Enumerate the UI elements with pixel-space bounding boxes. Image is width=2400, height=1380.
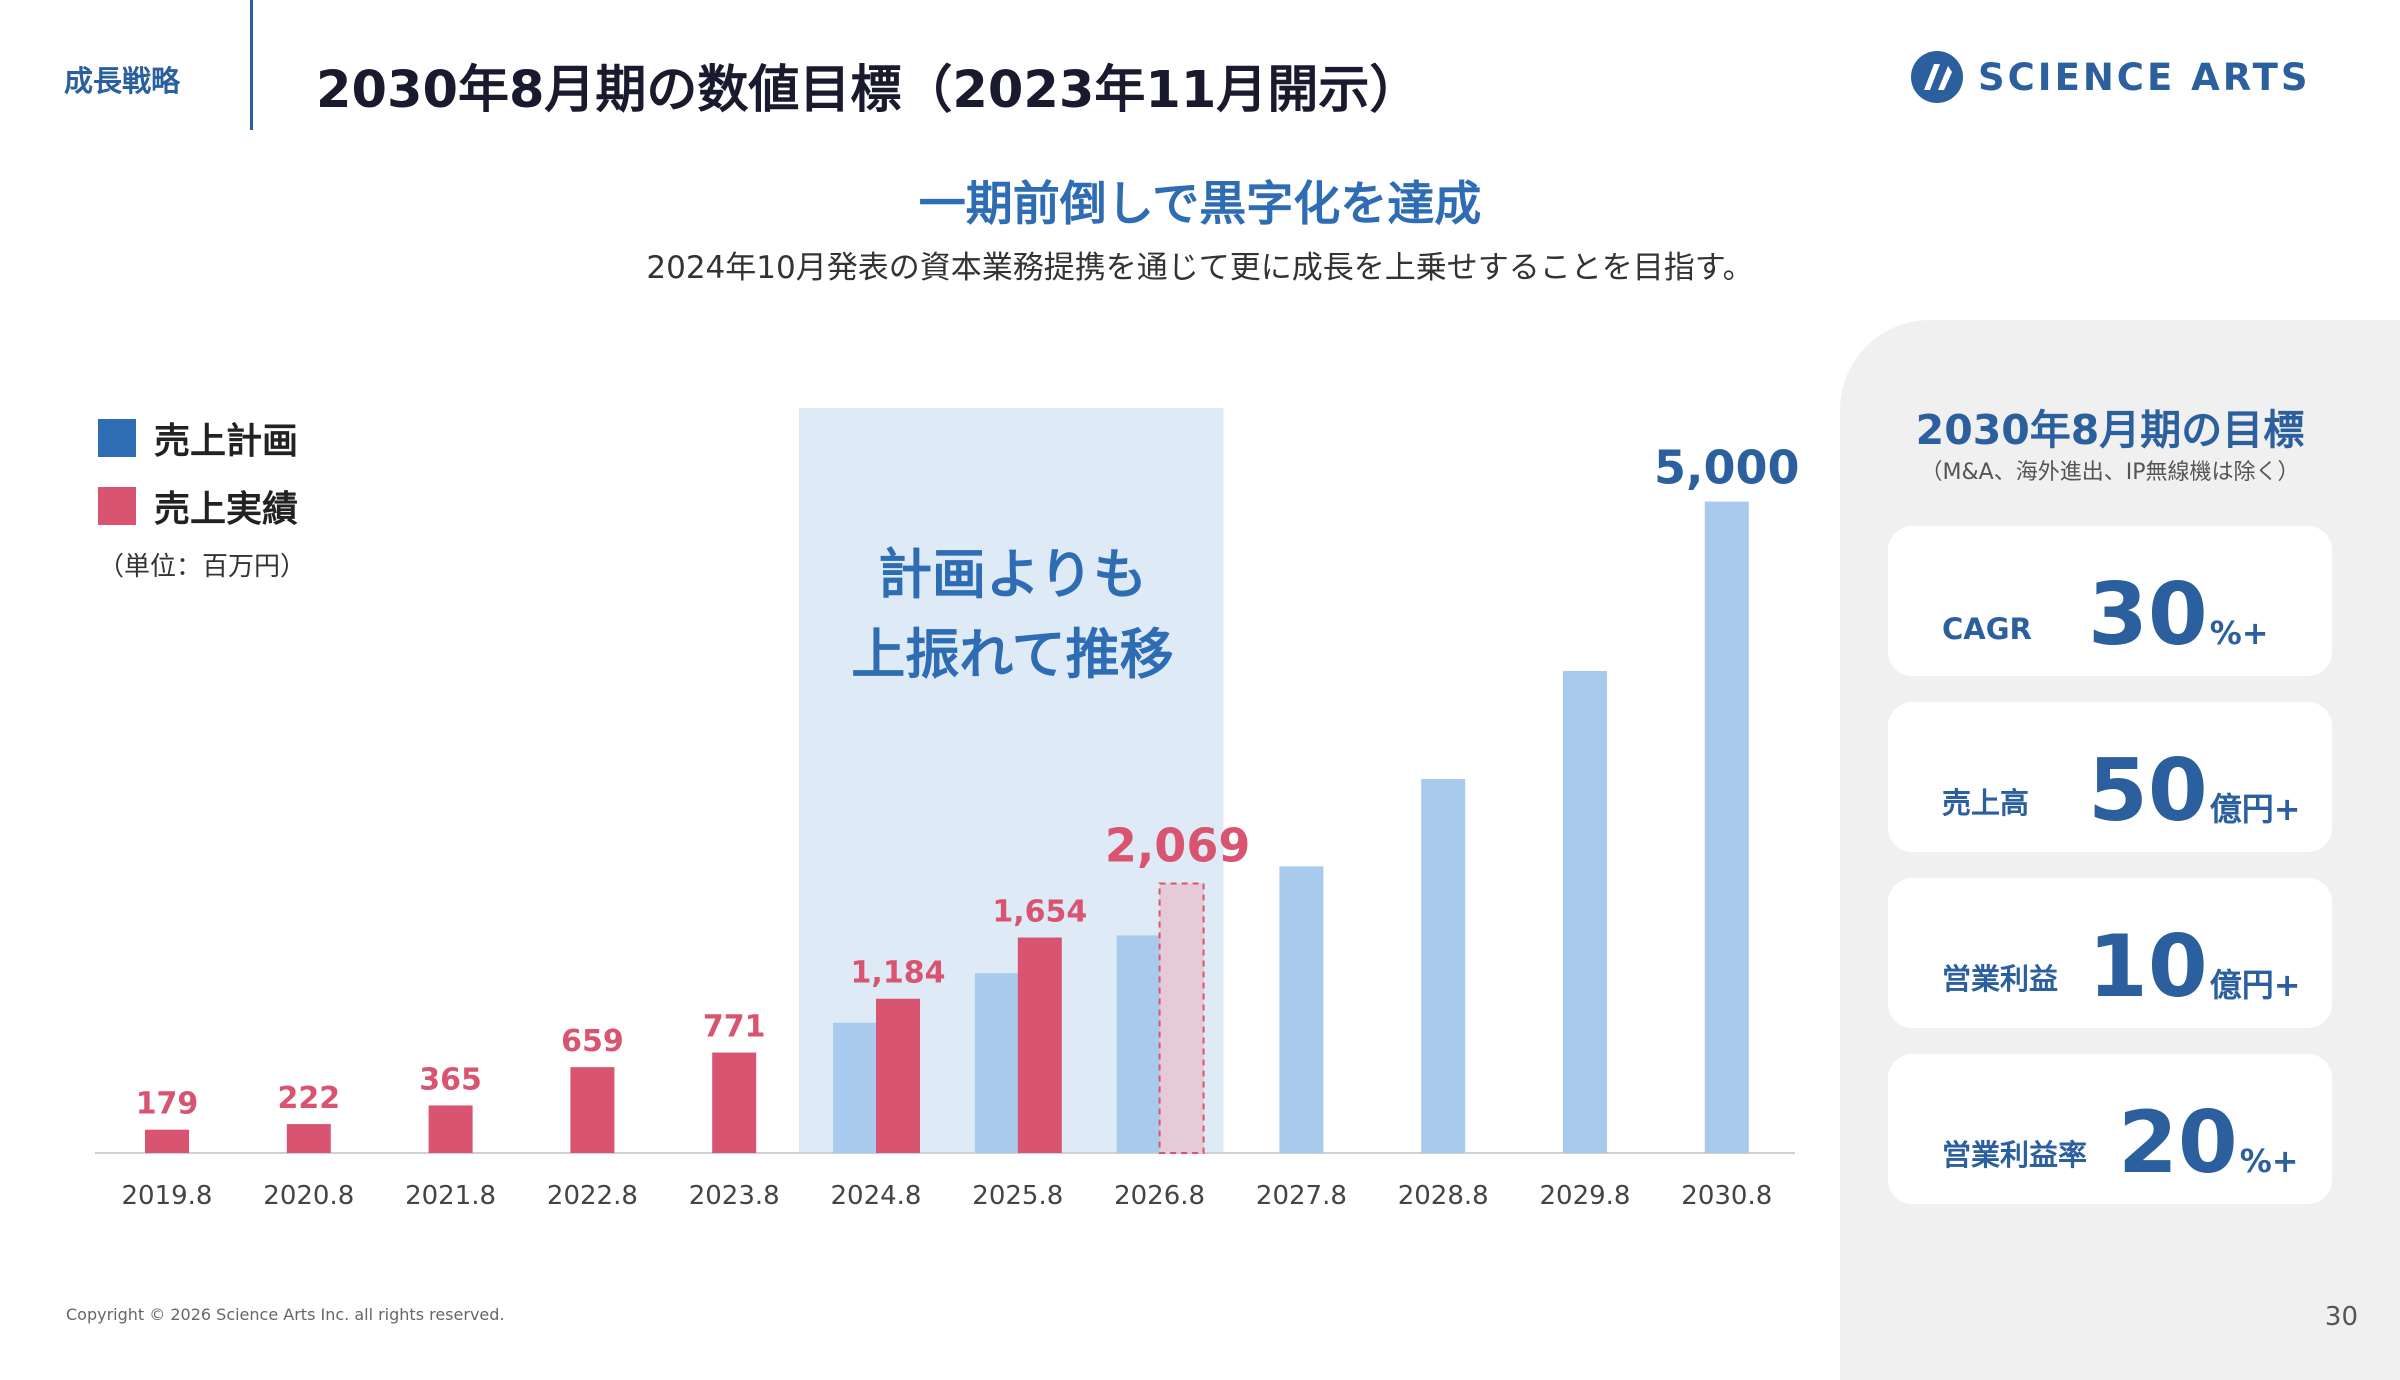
- data-label-actual: 179: [136, 1087, 199, 1122]
- plan-bar: [1421, 779, 1466, 1153]
- plan-bar: [974, 973, 1019, 1153]
- plan-bar: [1563, 670, 1607, 1153]
- x-tick-label: 2022.8: [547, 1181, 638, 1211]
- plan-bar: [1116, 935, 1161, 1153]
- subline: 2024年10月発表の資本業務提携を通じて更に成長を上乗せすることを目指す。: [646, 250, 1754, 286]
- kpi-label: 売上高: [1942, 786, 2030, 820]
- actual-bar: [570, 1067, 615, 1153]
- kpi-label: 営業利益: [1942, 962, 2059, 996]
- legend-label-plan: 売上計画: [154, 421, 299, 462]
- x-tick-label: 2028.8: [1398, 1181, 1489, 1211]
- x-tick-label: 2029.8: [1540, 1181, 1631, 1211]
- actual-bar: [876, 998, 920, 1153]
- data-label-actual: 1,654: [992, 895, 1087, 930]
- kpi-card-operating-margin: 営業利益率 20%+: [1888, 1054, 2332, 1204]
- data-label-plan: 5,000: [1654, 441, 1800, 495]
- kpi-unit: %+: [2239, 1142, 2299, 1180]
- page-title: 2030年8月期の数値目標（2023年11月開示）: [316, 61, 1421, 120]
- legend-swatch-plan: [98, 419, 136, 457]
- callout-text: 計画よりも 上振れて推移: [800, 535, 1225, 695]
- plan-bar: [1704, 501, 1749, 1153]
- data-label-actual: 2,069: [1105, 818, 1251, 872]
- legend-item-plan: 売上計画: [98, 404, 298, 472]
- chart-legend: 売上計画 売上実績: [98, 404, 298, 540]
- kpi-number: 20: [2118, 1093, 2238, 1193]
- actual-bar: [1017, 937, 1062, 1153]
- x-tick-label: 2025.8: [972, 1181, 1063, 1211]
- kpi-value: 20%+: [2118, 1100, 2299, 1186]
- page-number: 30: [2324, 1302, 2358, 1332]
- kpi-card-cagr: CAGR 30%+: [1888, 526, 2332, 676]
- kpi-card-revenue: 売上高 50億円+: [1888, 702, 2332, 852]
- panel-title: 2030年8月期の目標: [1915, 406, 2305, 454]
- legend-swatch-actual: [98, 487, 136, 525]
- kpi-card-operating-profit: 営業利益 10億円+: [1888, 878, 2332, 1028]
- copyright: Copyright © 2026 Science Arts Inc. all r…: [66, 1305, 505, 1324]
- kpi-unit: 億円+: [2209, 966, 2301, 1004]
- forecast-bar: [1158, 882, 1205, 1154]
- x-tick-label: 2030.8: [1681, 1181, 1772, 1211]
- actual-bar: [145, 1129, 189, 1153]
- kpi-number: 50: [2088, 741, 2208, 841]
- data-label-actual: 222: [277, 1081, 340, 1116]
- kpi-label: 営業利益率: [1942, 1138, 2088, 1172]
- data-label-actual: 771: [703, 1010, 766, 1045]
- x-tick-label: 2027.8: [1256, 1181, 1347, 1211]
- actual-bar: [286, 1124, 331, 1153]
- actual-bar: [428, 1105, 473, 1153]
- actual-bar: [712, 1052, 757, 1153]
- kpi-number: 30: [2088, 565, 2208, 665]
- unit-label: （単位：百万円）: [98, 552, 307, 582]
- legend-label-actual: 売上実績: [154, 489, 299, 530]
- panel-note: （M&A、海外進出、IP無線機は除く）: [1920, 460, 2300, 485]
- kpi-value: 10億円+: [2088, 924, 2301, 1010]
- revenue-bar-chart: 179 2019.8 222 2020.8 365 2021.8 659 2022.8 771 2…: [95, 408, 1800, 1211]
- plan-bar: [1279, 866, 1324, 1153]
- kpi-number: 10: [2088, 917, 2208, 1017]
- x-tick-label: 2020.8: [263, 1181, 354, 1211]
- callout-line-2: 上振れて推移: [851, 623, 1174, 686]
- logo-mark-icon: [1911, 51, 1963, 103]
- callout-line-1: 計画よりも: [878, 543, 1147, 606]
- logo-text: SCIENCE ARTS: [1978, 55, 2311, 99]
- company-logo: SCIENCE ARTS: [1910, 50, 2310, 104]
- kpi-value: 30%+: [2088, 572, 2269, 658]
- x-tick-label: 2026.8: [1114, 1181, 1205, 1211]
- x-tick-label: 2024.8: [831, 1181, 922, 1211]
- x-tick-label: 2021.8: [405, 1181, 496, 1211]
- kpi-unit: 億円+: [2209, 790, 2301, 828]
- x-tick-label: 2019.8: [122, 1181, 213, 1211]
- header-section-label: 成長戦略: [64, 64, 181, 98]
- header-divider: [250, 0, 253, 130]
- x-tick-label: 2023.8: [689, 1181, 780, 1211]
- data-label-actual: 659: [561, 1024, 624, 1059]
- legend-item-actual: 売上実績: [98, 472, 298, 540]
- headline: 一期前倒しで黒字化を達成: [918, 177, 1482, 232]
- kpi-value: 50億円+: [2088, 748, 2301, 834]
- plan-bar: [833, 1022, 877, 1153]
- data-label-actual: 365: [419, 1062, 482, 1097]
- kpi-unit: %+: [2209, 614, 2269, 652]
- data-label-actual: 1,184: [851, 956, 946, 991]
- kpi-label: CAGR: [1942, 612, 2032, 646]
